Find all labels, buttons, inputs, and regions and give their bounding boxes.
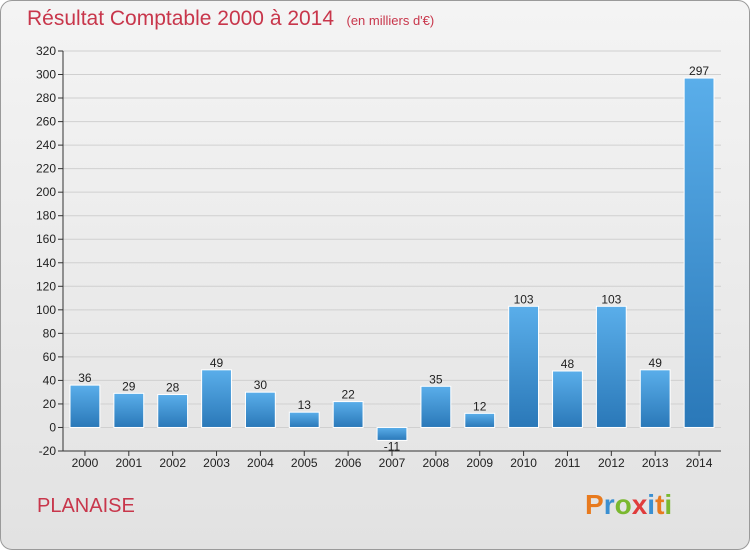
y-tick-label: 80 bbox=[43, 326, 57, 340]
data-label-2010: 103 bbox=[514, 292, 534, 306]
chart-title-group: Résultat Comptable 2000 à 2014 (en milli… bbox=[27, 7, 434, 31]
logo-letter: t bbox=[655, 489, 665, 520]
bar-2007 bbox=[376, 426, 408, 441]
x-tick-label: 2001 bbox=[115, 456, 142, 470]
x-tick-label: 2002 bbox=[159, 456, 186, 470]
x-tick-label: 2006 bbox=[335, 456, 362, 470]
bar-2001 bbox=[113, 392, 145, 428]
x-tick-label: 2004 bbox=[247, 456, 274, 470]
x-tick-label: 2014 bbox=[686, 456, 713, 470]
chart-subtitle: (en milliers d'€) bbox=[346, 13, 435, 28]
y-tick-label: 300 bbox=[36, 68, 56, 82]
y-tick-label: 140 bbox=[36, 256, 56, 270]
x-tick-label: 2005 bbox=[291, 456, 318, 470]
y-tick-label: 160 bbox=[36, 232, 56, 246]
data-label-2006: 22 bbox=[341, 388, 355, 402]
x-tick-label: 2003 bbox=[203, 456, 230, 470]
commune-name: PLANAISE bbox=[37, 495, 135, 517]
bar-2008 bbox=[420, 385, 452, 428]
y-tick-label: 180 bbox=[36, 209, 56, 223]
y-tick-label: 280 bbox=[36, 91, 56, 105]
y-tick-label: 100 bbox=[36, 303, 56, 317]
bar-2011 bbox=[552, 370, 583, 428]
data-label-2002: 28 bbox=[166, 381, 180, 395]
data-label-2014: 297 bbox=[689, 64, 709, 78]
bar-2004 bbox=[244, 391, 276, 428]
data-label-2011: 48 bbox=[561, 357, 575, 371]
bar-2012 bbox=[595, 305, 627, 428]
x-tick-label: 2013 bbox=[642, 456, 669, 470]
bar-2009 bbox=[464, 412, 496, 428]
axes: -20 0 20 40 60 80 100 120 140 160 180 200 220 240 260 2… bbox=[36, 44, 721, 470]
logo-letter: i bbox=[647, 489, 656, 520]
bar-2006 bbox=[332, 401, 364, 428]
y-tick-label: 0 bbox=[49, 420, 56, 434]
proxiti-logo: Proxiti bbox=[585, 489, 672, 521]
x-tick-label: 2012 bbox=[598, 456, 625, 470]
y-tick-label: 260 bbox=[36, 115, 56, 129]
bar-2013 bbox=[639, 369, 671, 428]
y-tick-label: 240 bbox=[36, 138, 56, 152]
data-label-2009: 12 bbox=[473, 399, 487, 413]
data-label-2000: 36 bbox=[78, 371, 92, 385]
x-tick-label: 2000 bbox=[72, 456, 99, 470]
chart-title: Résultat Comptable 2000 à 2014 bbox=[27, 7, 335, 30]
bar-2003 bbox=[201, 369, 232, 428]
y-tick-label: 20 bbox=[43, 397, 57, 411]
logo-letter: o bbox=[614, 489, 632, 520]
y-tick-label: 220 bbox=[36, 162, 56, 176]
data-label-2001: 29 bbox=[122, 379, 136, 393]
data-label-2012: 103 bbox=[601, 292, 621, 306]
x-tick-label: 2011 bbox=[555, 456, 581, 470]
data-labels: 36 29 28 49 30 13 22 -11 35 12 103 48 103 49 297 bbox=[78, 64, 709, 453]
y-tick-label: 320 bbox=[36, 44, 56, 58]
data-label-2008: 35 bbox=[429, 372, 443, 386]
x-tick-label: 2007 bbox=[379, 456, 406, 470]
y-tick-label: 120 bbox=[36, 279, 56, 293]
bar-2000 bbox=[69, 384, 101, 428]
bars bbox=[69, 77, 715, 441]
logo-letter: i bbox=[664, 489, 673, 520]
data-label-2005: 13 bbox=[298, 398, 312, 412]
x-tick-label: 2010 bbox=[510, 456, 537, 470]
data-label-2007: -11 bbox=[384, 439, 401, 453]
data-label-2003: 49 bbox=[210, 356, 224, 370]
bar-2002 bbox=[157, 394, 189, 428]
y-tick-label: 60 bbox=[43, 350, 57, 364]
bar-2010 bbox=[508, 305, 540, 428]
data-label-2013: 49 bbox=[649, 356, 663, 370]
x-tick-label: 2008 bbox=[423, 456, 450, 470]
logo-letter: P bbox=[585, 489, 604, 520]
data-label-2004: 30 bbox=[254, 378, 268, 392]
bar-2005 bbox=[288, 411, 320, 428]
y-tick-label: -20 bbox=[39, 444, 57, 458]
logo-letter: r bbox=[603, 489, 615, 520]
logo-letter: x bbox=[631, 489, 648, 520]
y-tick-label: 40 bbox=[43, 373, 57, 387]
y-tick-label: 200 bbox=[36, 185, 56, 199]
x-tick-label: 2009 bbox=[466, 456, 493, 470]
bar-2014 bbox=[683, 77, 715, 428]
